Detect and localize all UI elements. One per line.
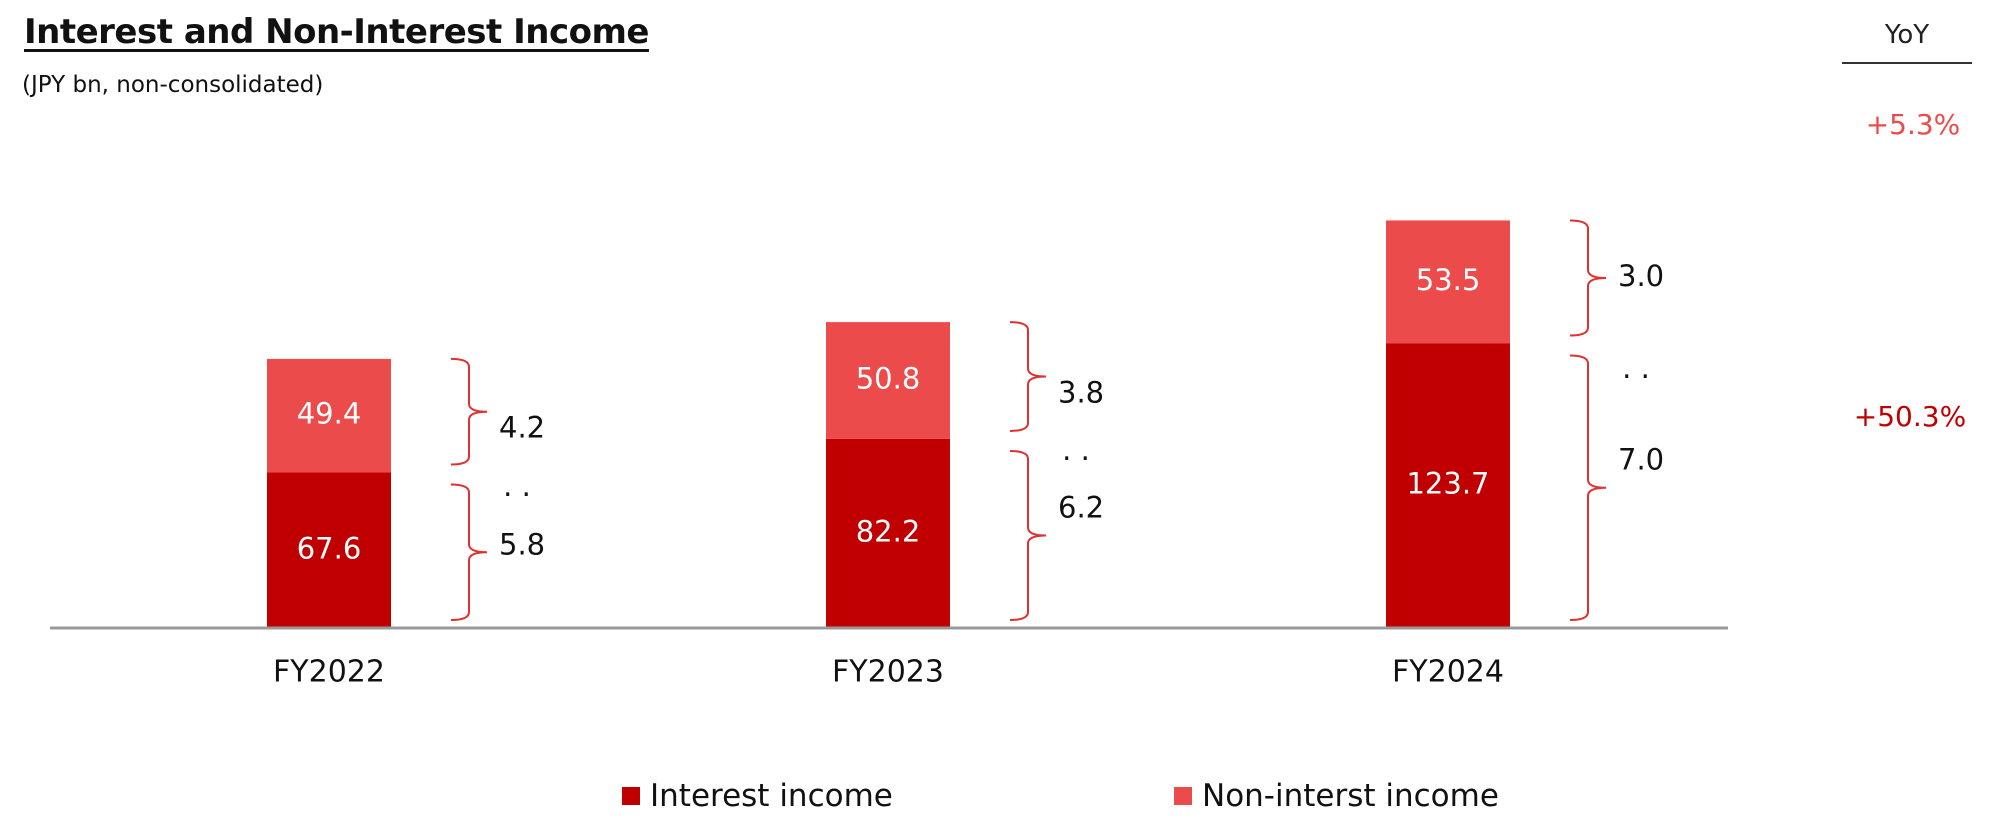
yoy-value-non-interest: +5.3%	[1866, 108, 1961, 141]
bracket-non-interest-fy2023	[1009, 321, 1047, 432]
yoy-value-interest: +50.3%	[1854, 400, 1966, 433]
chart-subtitle: (JPY bn, non-consolidated)	[22, 72, 324, 98]
bracket-value-interest-fy2024: 7.0	[1618, 443, 1664, 477]
bar-interest-fy2024	[1386, 343, 1510, 628]
chart-canvas: 67.6 49.4 FY2022 4.2 5.8 . . 82.2 50.8 FY2023 3.8…	[50, 108, 1966, 690]
data-label-non-interest-fy2024: 53.5	[1416, 263, 1481, 297]
legend-item-interest: Interest income	[622, 778, 893, 814]
bracket-separator-fy2024: . .	[1622, 351, 1650, 385]
bracket-value-non-interest-fy2024: 3.0	[1618, 259, 1664, 293]
bracket-value-non-interest-fy2022: 4.2	[499, 411, 545, 445]
category-label-fy2023: FY2023	[832, 655, 944, 690]
data-label-interest-fy2024: 123.7	[1406, 467, 1489, 501]
bracket-value-non-interest-fy2023: 3.8	[1058, 376, 1104, 410]
legend-item-non-interest: Non-interst income	[1174, 778, 1499, 814]
bracket-interest-fy2024	[1569, 354, 1607, 621]
bracket-separator-fy2022: . .	[503, 469, 531, 503]
yoy-header: YoY	[1842, 20, 1972, 64]
data-label-interest-fy2022: 67.6	[297, 531, 362, 565]
legend-label-non-interest: Non-interst income	[1202, 778, 1499, 814]
data-label-non-interest-fy2022: 49.4	[297, 397, 362, 431]
bracket-interest-fy2023	[1009, 449, 1047, 621]
bar-interest-fy2022	[267, 472, 391, 628]
data-label-non-interest-fy2023: 50.8	[856, 362, 921, 396]
bracket-non-interest-fy2024	[1569, 219, 1607, 337]
legend-label-interest: Interest income	[650, 778, 893, 814]
bar-non-interest-fy2022	[267, 358, 391, 473]
category-label-fy2022: FY2022	[273, 655, 385, 690]
category-label-fy2024: FY2024	[1392, 655, 1504, 690]
legend-swatch-non-interest	[1174, 787, 1192, 805]
bar-non-interest-fy2024	[1386, 220, 1510, 344]
chart-title: Interest and Non-Interest Income	[24, 12, 649, 52]
bracket-value-interest-fy2022: 5.8	[499, 527, 545, 561]
bracket-interest-fy2022	[450, 483, 488, 621]
bar-interest-fy2023	[826, 438, 950, 628]
bracket-separator-fy2023: . .	[1062, 433, 1090, 467]
data-label-interest-fy2023: 82.2	[856, 514, 921, 548]
bracket-value-interest-fy2023: 6.2	[1058, 490, 1104, 524]
legend-swatch-interest	[622, 787, 640, 805]
bracket-non-interest-fy2022	[450, 357, 488, 466]
bar-non-interest-fy2023	[826, 322, 950, 439]
